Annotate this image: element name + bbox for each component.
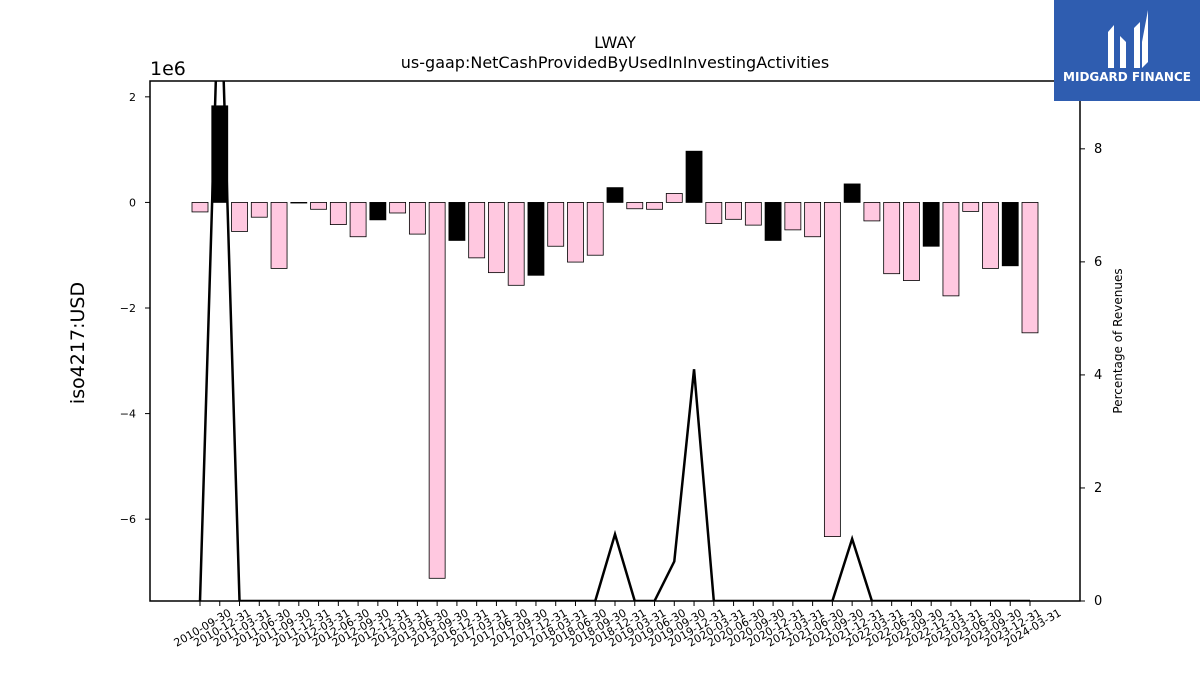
y-right-tick-label: 4 (1094, 368, 1102, 383)
y-right-tick-label: 2 (1094, 481, 1102, 496)
bar (567, 202, 584, 263)
bar (1001, 202, 1019, 267)
bar (804, 202, 822, 238)
bar (527, 202, 545, 276)
bar (903, 202, 920, 281)
bar (942, 202, 960, 297)
line-layer (198, 81, 1030, 601)
bar (665, 193, 683, 203)
y-axis-right-label: Percentage of Revenues (1111, 268, 1125, 413)
axes-layer: 20−2−4−6024682010-09-302010-12-312011-03… (120, 80, 1102, 650)
bar (211, 105, 229, 203)
y-tick-label: −2 (120, 302, 136, 315)
bar (369, 202, 387, 221)
logo-text: MIDGARD FINANCE (1063, 70, 1191, 84)
y-right-tick-label: 8 (1094, 142, 1102, 157)
bar (389, 202, 407, 214)
bar (646, 202, 663, 210)
bar (231, 202, 248, 232)
bar (606, 187, 624, 203)
y-offset-label: 1e6 (150, 58, 186, 80)
bar (448, 202, 466, 241)
bars-layer (191, 105, 1039, 579)
chart-subtitle: us-gaap:NetCashProvidedByUsedInInvesting… (401, 53, 829, 72)
bar (883, 202, 901, 275)
bar (408, 202, 426, 235)
bar (250, 202, 268, 218)
line-series (198, 81, 1030, 601)
y-axis-label: iso4217:USD (67, 282, 89, 404)
bar (744, 202, 762, 226)
chart-title: LWAY (594, 33, 636, 52)
bar (823, 202, 841, 537)
bar (310, 202, 327, 210)
y-right-tick-label: 0 (1094, 594, 1102, 609)
bar (922, 202, 940, 247)
logo-mark-icon (1108, 10, 1148, 68)
bar (685, 150, 703, 203)
bar (547, 202, 565, 247)
bar (725, 202, 742, 220)
bar (843, 183, 861, 203)
bar (329, 202, 347, 225)
bar (428, 202, 446, 579)
bar (962, 202, 980, 212)
bar (191, 202, 209, 213)
bar (488, 202, 505, 274)
bar (290, 202, 308, 204)
bar (270, 202, 288, 269)
y-tick-label: 2 (129, 91, 136, 104)
bar (586, 202, 604, 256)
bar (507, 202, 525, 286)
bar (626, 202, 644, 210)
bar (764, 202, 782, 241)
bar (1021, 202, 1039, 334)
bar (705, 202, 723, 224)
bar (784, 202, 802, 231)
y-tick-label: −4 (120, 408, 136, 421)
company-logo: MIDGARD FINANCE (1054, 0, 1200, 101)
y-right-tick-label: 6 (1094, 255, 1102, 270)
bar (982, 202, 999, 269)
bar (863, 202, 881, 222)
bar (349, 202, 367, 238)
y-tick-label: 0 (129, 196, 136, 209)
y-tick-label: −6 (120, 513, 136, 526)
plot-frame (149, 80, 1081, 602)
bar (468, 202, 486, 259)
